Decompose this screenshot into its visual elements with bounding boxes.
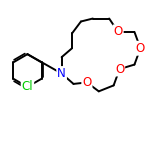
Text: N: N: [57, 67, 66, 80]
Text: Cl: Cl: [22, 80, 33, 93]
Text: O: O: [115, 63, 124, 76]
Text: O: O: [136, 42, 145, 55]
Text: O: O: [113, 25, 123, 38]
Text: O: O: [82, 76, 92, 89]
